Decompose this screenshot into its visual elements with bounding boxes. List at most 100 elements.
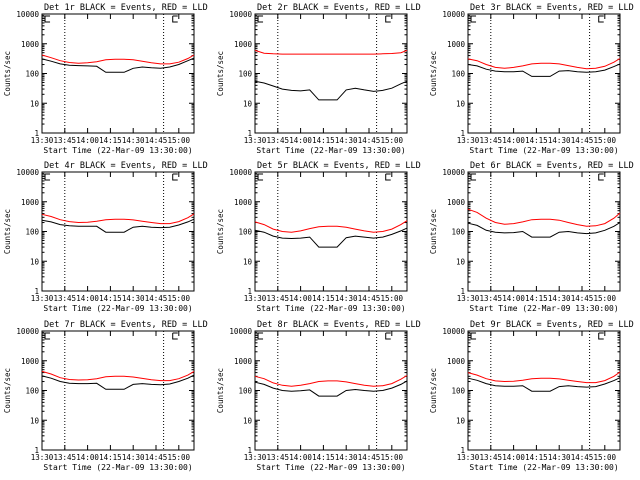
x-tick-label: 14:15 [99,294,122,303]
y-tick-label: 10 [456,257,466,266]
x-tick-label: 14:30 [335,453,358,462]
x-tick-label: 14:30 [548,294,571,303]
x-tick-label: 13:45 [480,294,503,303]
y-tick-label: 100 [451,70,465,79]
series-lld-line [41,213,195,225]
attenuator-marker [385,332,391,340]
x-tick-label: 14:30 [548,453,571,462]
x-tick-label: 14:00 [289,294,312,303]
panel-title: Det 9r BLACK = Events, RED = LLD [470,320,634,330]
x-tick-label: 14:15 [312,453,335,462]
attenuator-marker [44,15,51,23]
y-tick-label: 1000 [21,40,40,49]
x-tick-label: 13:45 [267,453,290,462]
attenuator-marker [44,173,51,181]
x-tick-label: 14:15 [525,136,548,145]
attenuator-marker [257,173,264,181]
panel-det-9r: Det 9r BLACK = Events, RED = LLD 1 10 100 10… [429,320,634,472]
attenuator-marker [257,332,264,340]
x-tick-label: 13:45 [480,453,503,462]
panel-title: Det 4r BLACK = Events, RED = LLD [44,161,208,171]
x-tick-label: 13:30 [244,294,267,303]
axes-frame [467,13,621,134]
series-lld-line [254,375,408,387]
attenuator-marker [470,332,477,340]
y-tick-label: 1 [460,446,465,455]
series-lld-line [41,54,195,65]
x-tick-label: 15:00 [381,453,404,462]
attenuator-marker [598,332,604,340]
attenuator-marker [172,15,178,23]
y-axis-label: Counts/sec [216,209,225,254]
series-events-line [467,222,621,238]
panel-det-5r: Det 5r BLACK = Events, RED = LLD 1 10 100 10… [216,161,421,313]
x-tick-label: 13:45 [480,136,503,145]
x-tick-label: 14:15 [525,453,548,462]
x-tick-label: 14:30 [548,136,571,145]
attenuator-marker [470,173,477,181]
series-lld-line [41,370,195,382]
y-tick-label: 10000 [16,327,39,336]
y-tick-label: 1000 [234,198,253,207]
panel-det-6r: Det 6r BLACK = Events, RED = LLD 1 10 100 10… [429,161,634,313]
y-tick-label: 1000 [447,357,466,366]
y-tick-label: 10 [456,416,466,425]
x-tick-label: 13:45 [54,294,77,303]
y-tick-label: 1 [460,287,465,296]
panel-det-7r: Det 7r BLACK = Events, RED = LLD 1 10 100 10… [3,320,208,472]
y-tick-label: 10000 [16,10,39,19]
attenuator-marker [172,173,178,181]
y-tick-label: 1 [34,446,39,455]
series-events-line [467,63,621,77]
x-tick-label: 14:30 [335,294,358,303]
x-tick-label: 14:00 [502,136,525,145]
y-tick-label: 100 [238,387,252,396]
y-tick-label: 100 [25,387,39,396]
series-lld-line [254,220,408,233]
x-tick-label: 14:45 [571,136,594,145]
x-tick-label: 13:30 [244,453,267,462]
y-tick-label: 1 [460,129,465,138]
x-axis-label: Start Time (22-Mar-09 13:30:00) [43,146,192,155]
series-events-line [41,218,195,233]
axes-frame [467,330,621,451]
x-tick-label: 15:00 [381,294,404,303]
axes-frame [254,13,408,134]
y-axis-label: Counts/sec [429,209,438,254]
x-tick-label: 14:00 [289,453,312,462]
x-tick-label: 14:00 [76,136,99,145]
x-tick-label: 13:45 [54,136,77,145]
x-tick-label: 14:00 [76,294,99,303]
y-axis-label: Counts/sec [429,51,438,96]
panel-title: Det 5r BLACK = Events, RED = LLD [257,161,421,171]
y-tick-label: 10000 [442,327,465,336]
panel-title: Det 6r BLACK = Events, RED = LLD [470,161,634,171]
panel-det-3r: Det 3r BLACK = Events, RED = LLD 1 10 100 10… [429,3,634,155]
x-tick-label: 14:15 [312,136,335,145]
panel-det-4r: Det 4r BLACK = Events, RED = LLD 1 10 100 10… [3,161,208,313]
x-tick-label: 14:30 [122,136,145,145]
series-events-line [254,227,408,248]
x-axis-label: Start Time (22-Mar-09 13:30:00) [256,146,405,155]
x-tick-label: 14:15 [99,136,122,145]
y-tick-label: 1000 [447,40,466,49]
x-tick-label: 14:45 [571,294,594,303]
attenuator-marker [598,15,604,23]
y-tick-label: 1 [247,129,252,138]
series-events-line [41,57,195,73]
series-lld-line [467,58,621,70]
x-tick-label: 13:45 [267,294,290,303]
y-axis-label: Counts/sec [216,368,225,413]
y-tick-label: 100 [238,228,252,237]
x-tick-label: 14:45 [358,453,381,462]
x-tick-label: 14:00 [289,136,312,145]
y-tick-label: 10000 [229,168,252,177]
x-tick-label: 14:00 [502,294,525,303]
x-tick-label: 14:30 [122,453,145,462]
x-tick-label: 14:15 [99,453,122,462]
y-axis-label: Counts/sec [3,368,12,413]
y-axis-label: Counts/sec [3,51,12,96]
x-axis-label: Start Time (22-Mar-09 13:30:00) [43,463,192,472]
x-tick-label: 13:30 [244,136,267,145]
x-tick-label: 15:00 [594,294,617,303]
